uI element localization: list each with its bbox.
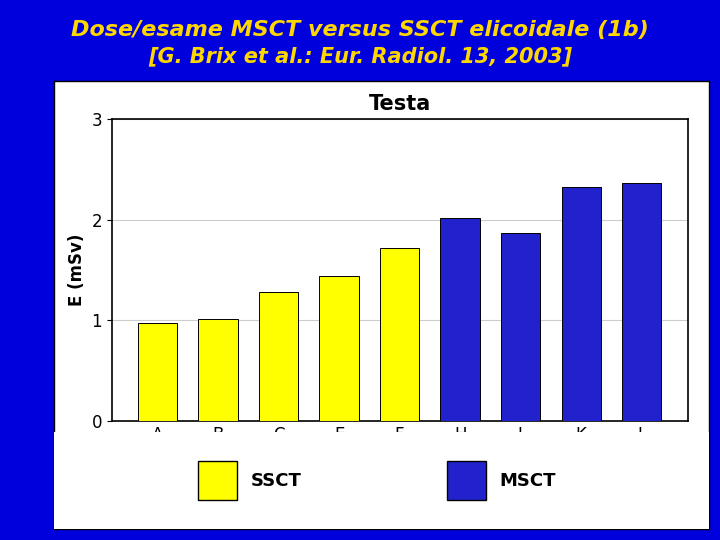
Text: [G. Brix et al.: Eur. Radiol. 13, 2003]: [G. Brix et al.: Eur. Radiol. 13, 2003] — [148, 46, 572, 67]
Bar — [320, 276, 359, 421]
FancyBboxPatch shape — [447, 461, 487, 500]
Text: MSCT: MSCT — [500, 471, 556, 490]
Bar — [501, 233, 540, 421]
Title: Testa: Testa — [369, 94, 431, 114]
FancyBboxPatch shape — [198, 461, 238, 500]
Text: Dose/esame MSCT versus SSCT elicoidale (1b): Dose/esame MSCT versus SSCT elicoidale (… — [71, 19, 649, 40]
Text: SSCT: SSCT — [251, 471, 302, 490]
Bar — [380, 248, 419, 421]
Bar — [622, 183, 662, 421]
Y-axis label: E (mSv): E (mSv) — [68, 234, 86, 306]
Bar — [562, 187, 601, 421]
Bar — [441, 218, 480, 421]
Bar — [259, 292, 298, 421]
Bar — [138, 323, 177, 421]
Bar — [198, 319, 238, 421]
